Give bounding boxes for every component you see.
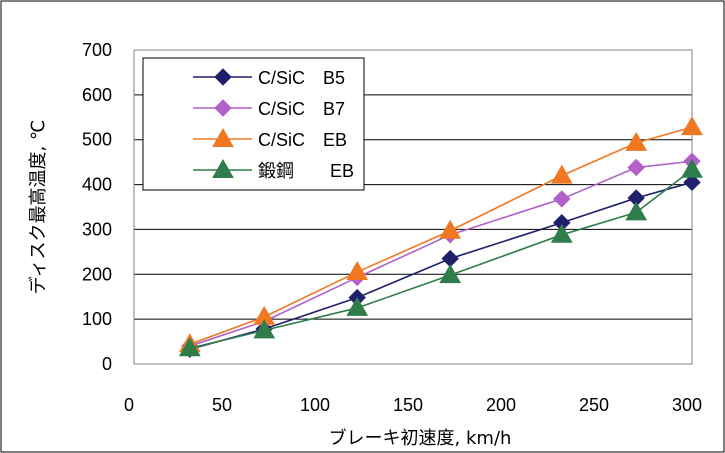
y-tick-label-100: 100 <box>82 309 112 329</box>
data-point-3-7 <box>681 116 703 136</box>
x-tick-label-100: 100 <box>300 395 330 415</box>
data-point-4-2 <box>253 319 276 339</box>
series-3 <box>178 116 703 353</box>
series-group <box>178 116 703 358</box>
legend-label-3: C/SiC EB <box>258 130 347 150</box>
legend-label-4: 鍛鋼 EB <box>258 161 354 181</box>
legend-item-3: C/SiC EB <box>193 127 347 150</box>
y-tick-label-400: 400 <box>82 175 112 195</box>
data-point-2-6 <box>627 158 645 177</box>
x-tick-label-300: 300 <box>672 395 702 415</box>
data-point-4-3 <box>346 296 369 316</box>
x-axis: 0 50 100 150 200 250 300 <box>124 395 702 415</box>
legend-marker-4 <box>212 158 234 178</box>
legend-marker-1 <box>214 68 232 86</box>
x-tick-label-200: 200 <box>486 395 516 415</box>
legend-item-2: C/SiC B7 <box>193 99 345 119</box>
y-axis-title: ディスク最高温度, ℃ <box>28 120 49 294</box>
legend-item-1: C/SiC B5 <box>193 68 345 88</box>
plot-area <box>133 49 693 365</box>
x-axis-title: ブレーキ初速度, km/h <box>329 427 512 449</box>
x-tick-label-0: 0 <box>124 395 134 415</box>
series-4 <box>178 158 703 357</box>
data-point-4-4 <box>439 264 462 284</box>
y-tick-label-200: 200 <box>82 264 112 284</box>
x-tick-label-50: 50 <box>212 395 232 415</box>
y-tick-label-300: 300 <box>82 219 112 239</box>
legend-marker-3 <box>212 127 234 147</box>
data-point-3-6 <box>625 131 648 151</box>
data-point-4-5 <box>550 223 573 243</box>
y-tick-label-700: 700 <box>82 40 112 60</box>
data-point-3-5 <box>550 164 573 184</box>
legend-marker-2 <box>214 99 232 117</box>
data-point-3-4 <box>439 219 462 239</box>
legend-label-2: C/SiC B7 <box>258 99 345 119</box>
y-tick-label-500: 500 <box>82 130 112 150</box>
y-tick-label-600: 600 <box>82 85 112 105</box>
data-point-4-6 <box>625 201 648 221</box>
legend-item-4: 鍛鋼 EB <box>193 158 354 181</box>
data-point-3-3 <box>346 261 369 281</box>
x-tick-label-150: 150 <box>393 395 423 415</box>
legend: C/SiC B5 C/SiC B7 C/SiC EB 鍛鋼 EB <box>142 57 365 191</box>
x-tick-label-250: 250 <box>579 395 609 415</box>
y-axis: 0 100 200 300 400 500 600 700 <box>82 40 112 374</box>
data-point-4-1 <box>178 337 201 357</box>
data-point-2-5 <box>553 190 571 208</box>
legend-label-1: C/SiC B5 <box>258 68 345 88</box>
legend-box <box>142 57 365 191</box>
data-point-1-7 <box>683 173 701 192</box>
y-tick-label-0: 0 <box>102 354 112 374</box>
data-point-4-7 <box>681 158 703 178</box>
